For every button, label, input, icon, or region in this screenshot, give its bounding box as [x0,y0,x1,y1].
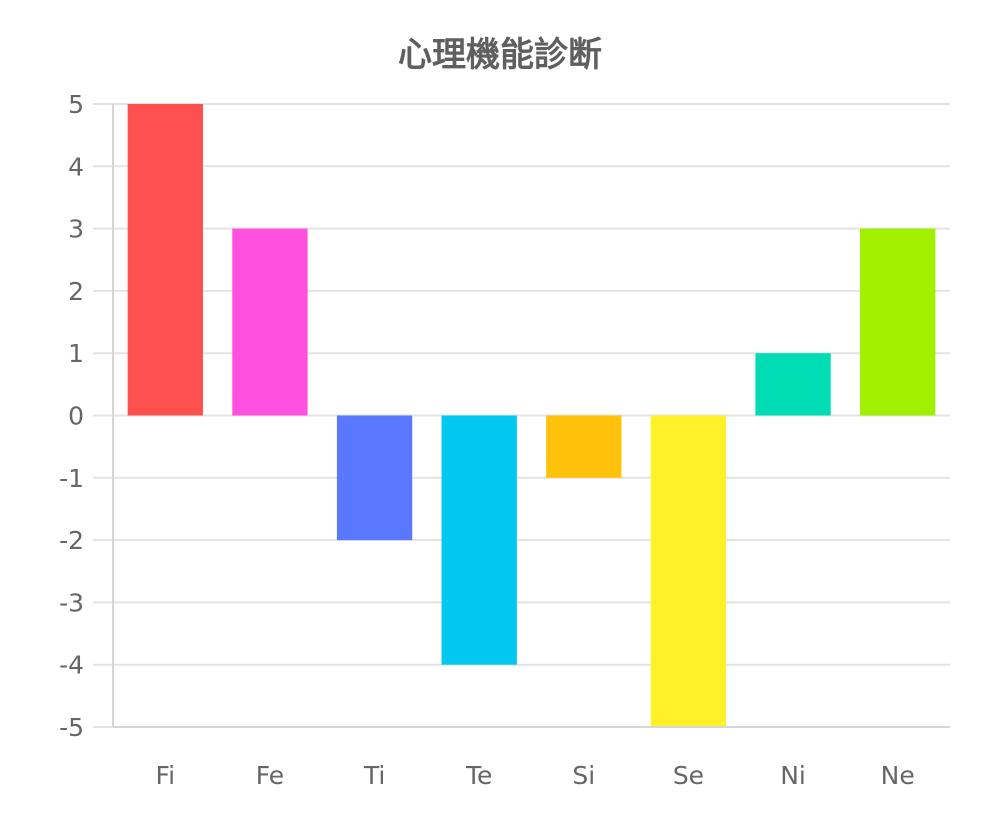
bar-ne [860,228,936,416]
y-tick-label: 4 [68,152,84,181]
y-tick-label: 1 [68,339,84,368]
y-tick-label: -1 [59,464,84,493]
bar-ni [755,353,831,416]
bar-se [650,415,727,727]
bars [127,104,936,727]
y-axis-tick-labels: 5 4 3 2 1 0 -1 -2 -3 -4 -5 [59,90,84,742]
chart-title: 心理機能診断 [398,35,602,75]
y-tick-label: 0 [68,402,84,431]
y-tick-label: -2 [59,526,84,555]
bar-fi [127,104,203,416]
x-tick-label: Te [465,761,492,790]
x-tick-label: Ni [780,761,806,790]
x-tick-label: Fe [256,761,284,790]
x-tick-label: Fi [156,761,176,790]
x-axis-tick-labels: Fi Fe Ti Te Si Se Ni Ne [156,761,915,790]
y-tick-label: -3 [59,588,84,617]
y-tick-label: 5 [68,90,84,119]
y-tick-label: -5 [59,713,84,742]
x-tick-label: Se [673,761,704,790]
bar-si [546,415,622,478]
bar-fe [232,228,308,416]
x-tick-label: Si [572,761,595,790]
bar-te [441,415,517,665]
x-tick-label: Ne [881,761,915,790]
y-tick-label: 3 [68,215,84,244]
bar-ti [336,415,413,541]
x-tick-label: Ti [363,761,385,790]
y-tick-label: -4 [59,651,84,680]
y-tick-label: 2 [68,277,84,306]
